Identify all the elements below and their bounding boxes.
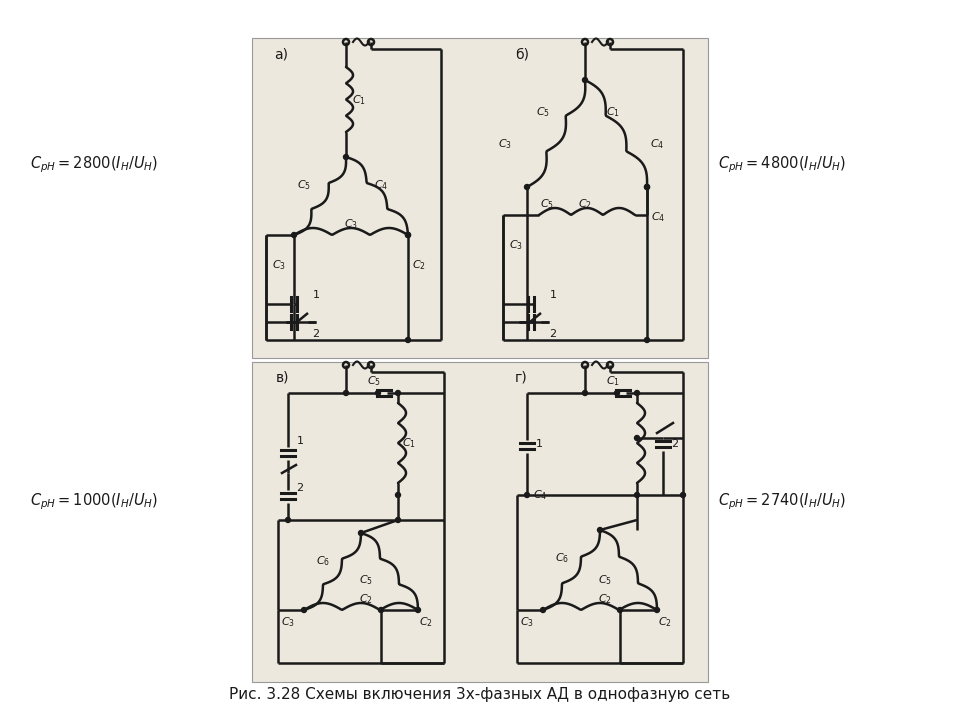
Circle shape — [617, 608, 622, 613]
Circle shape — [405, 233, 411, 238]
Text: $C_{рН} = 4800(I_{Н}/U_{Н})$: $C_{рН} = 4800(I_{Н}/U_{Н})$ — [718, 155, 847, 175]
Text: $C_{рН} = 1000(I_{Н}/U_{Н})$: $C_{рН} = 1000(I_{Н}/U_{Н})$ — [30, 492, 158, 513]
Circle shape — [524, 492, 530, 498]
Text: $C_3$: $C_3$ — [520, 615, 534, 629]
Text: $2$: $2$ — [312, 327, 320, 339]
Text: $1$: $1$ — [312, 288, 320, 300]
Text: $C_4$: $C_4$ — [533, 488, 547, 502]
Text: $C_5$: $C_5$ — [297, 178, 311, 192]
Text: $C_3$: $C_3$ — [272, 258, 286, 272]
Text: $1$: $1$ — [535, 437, 543, 449]
Text: в): в) — [276, 370, 290, 384]
Circle shape — [635, 492, 639, 498]
Text: $C_1$: $C_1$ — [606, 374, 620, 388]
Circle shape — [396, 518, 400, 523]
Text: $C_2$: $C_2$ — [578, 197, 592, 211]
Text: $C_6$: $C_6$ — [555, 551, 569, 565]
Text: г): г) — [515, 370, 528, 384]
Text: $C_5$: $C_5$ — [536, 105, 550, 119]
Circle shape — [635, 390, 639, 395]
Text: а): а) — [274, 47, 288, 61]
Circle shape — [285, 518, 291, 523]
Text: $C_2$: $C_2$ — [598, 592, 612, 606]
Circle shape — [614, 390, 619, 395]
Circle shape — [396, 492, 400, 498]
Circle shape — [344, 155, 348, 160]
Circle shape — [405, 338, 411, 343]
Circle shape — [583, 78, 588, 83]
Text: $2$: $2$ — [549, 327, 557, 339]
FancyBboxPatch shape — [252, 38, 708, 358]
Text: $C_5$: $C_5$ — [540, 197, 554, 211]
Circle shape — [405, 233, 411, 238]
Text: $C_1$: $C_1$ — [402, 436, 416, 450]
Circle shape — [378, 608, 383, 613]
Text: $2$: $2$ — [296, 481, 304, 493]
Text: $C_3$: $C_3$ — [509, 238, 523, 252]
Text: $C_3$: $C_3$ — [344, 217, 358, 231]
Circle shape — [540, 608, 545, 613]
Text: $C_4$: $C_4$ — [373, 178, 388, 192]
Text: $C_5$: $C_5$ — [367, 374, 381, 388]
Text: $2$: $2$ — [671, 437, 679, 449]
Text: $C_3$: $C_3$ — [498, 137, 512, 151]
Text: $1$: $1$ — [296, 434, 304, 446]
Circle shape — [681, 492, 685, 498]
Circle shape — [358, 531, 364, 536]
Circle shape — [396, 390, 400, 395]
Circle shape — [655, 608, 660, 613]
Circle shape — [644, 338, 650, 343]
Text: $C_1$: $C_1$ — [606, 105, 620, 119]
Circle shape — [644, 184, 650, 189]
Text: $C_{рН} = 2740(I_{Н}/U_{Н})$: $C_{рН} = 2740(I_{Н}/U_{Н})$ — [718, 492, 847, 513]
Text: $C_1$: $C_1$ — [352, 93, 366, 107]
Text: $C_2$: $C_2$ — [412, 258, 426, 272]
Text: Рис. 3.28 Схемы включения 3х-фазных АД в однофазную сеть: Рис. 3.28 Схемы включения 3х-фазных АД в… — [229, 687, 731, 702]
Circle shape — [644, 184, 650, 189]
Circle shape — [524, 184, 530, 189]
Text: $C_4$: $C_4$ — [651, 210, 665, 224]
Circle shape — [301, 608, 306, 613]
Text: $C_6$: $C_6$ — [316, 554, 330, 568]
Text: $1$: $1$ — [549, 288, 557, 300]
Circle shape — [416, 608, 420, 613]
Circle shape — [597, 528, 603, 533]
Circle shape — [583, 390, 588, 395]
Text: б): б) — [515, 47, 529, 61]
Circle shape — [292, 233, 297, 238]
Text: $C_3$: $C_3$ — [281, 615, 295, 629]
Text: $C_5$: $C_5$ — [598, 573, 612, 587]
Circle shape — [375, 390, 380, 395]
Circle shape — [344, 390, 348, 395]
Text: $C_2$: $C_2$ — [658, 615, 672, 629]
Text: $C_4$: $C_4$ — [650, 137, 664, 151]
Text: $C_{рН} = 2800(I_{Н}/U_{Н})$: $C_{рН} = 2800(I_{Н}/U_{Н})$ — [30, 155, 158, 175]
Circle shape — [635, 436, 639, 441]
Text: $C_2$: $C_2$ — [359, 592, 372, 606]
Text: $C_5$: $C_5$ — [359, 573, 373, 587]
Text: $C_2$: $C_2$ — [420, 615, 433, 629]
FancyBboxPatch shape — [252, 362, 708, 682]
